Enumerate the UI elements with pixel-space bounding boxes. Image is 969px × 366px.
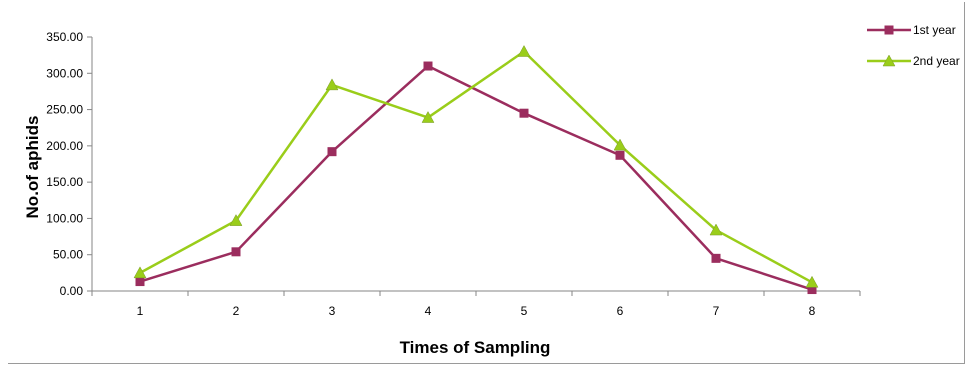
legend-label: 2nd year xyxy=(913,54,960,68)
legend: 1st year 2nd year xyxy=(867,23,960,68)
data-point xyxy=(517,44,531,57)
x-tick-label: 8 xyxy=(809,304,816,318)
data-point xyxy=(615,150,625,160)
series-1 xyxy=(135,61,817,295)
x-axis-title: Times of Sampling xyxy=(400,338,551,357)
y-tick-label: 200.00 xyxy=(46,139,83,153)
y-tick-label: 150.00 xyxy=(46,175,83,189)
y-tick-label: 350.00 xyxy=(46,30,83,44)
x-tick-label: 5 xyxy=(521,304,528,318)
legend-item: 1st year xyxy=(867,23,956,37)
data-point xyxy=(709,223,723,236)
data-point xyxy=(325,78,339,91)
data-point xyxy=(805,275,819,288)
y-tick-label: 300.00 xyxy=(46,66,83,80)
chart-frame xyxy=(8,2,965,364)
x-tick-label: 1 xyxy=(137,304,144,318)
series-line xyxy=(139,50,813,284)
y-axis: 0.00 50.00 100.00 150.00 200.00 250.00 300.00 3… xyxy=(46,30,93,298)
data-point xyxy=(711,253,721,263)
legend-marker xyxy=(882,54,896,67)
data-point xyxy=(133,266,147,279)
data-point xyxy=(519,108,529,118)
y-axis-title: No.of aphids xyxy=(23,116,42,219)
data-point xyxy=(135,277,145,287)
series-layer xyxy=(133,44,819,295)
data-point xyxy=(613,138,627,151)
data-point xyxy=(421,111,435,123)
x-tick-label: 4 xyxy=(425,304,432,318)
x-axis: 1 2 3 4 5 6 7 8 xyxy=(91,290,861,318)
y-tick-label: 250.00 xyxy=(46,103,83,117)
series-line xyxy=(139,64,813,291)
data-point xyxy=(229,214,243,226)
y-tick-label: 100.00 xyxy=(46,211,83,225)
data-point xyxy=(423,61,433,71)
series-2 xyxy=(133,44,819,288)
x-tick-label: 7 xyxy=(713,304,720,318)
x-tick-label: 3 xyxy=(329,304,336,318)
y-tick-label: 0.00 xyxy=(60,284,84,298)
legend-label: 1st year xyxy=(913,23,956,37)
data-point xyxy=(807,285,817,295)
data-point xyxy=(327,147,337,157)
data-point xyxy=(231,247,241,257)
x-tick-label: 2 xyxy=(233,304,240,318)
legend-item: 2nd year xyxy=(867,54,960,68)
x-tick-label: 6 xyxy=(617,304,624,318)
y-tick-label: 50.00 xyxy=(53,248,83,262)
legend-marker xyxy=(884,25,894,35)
